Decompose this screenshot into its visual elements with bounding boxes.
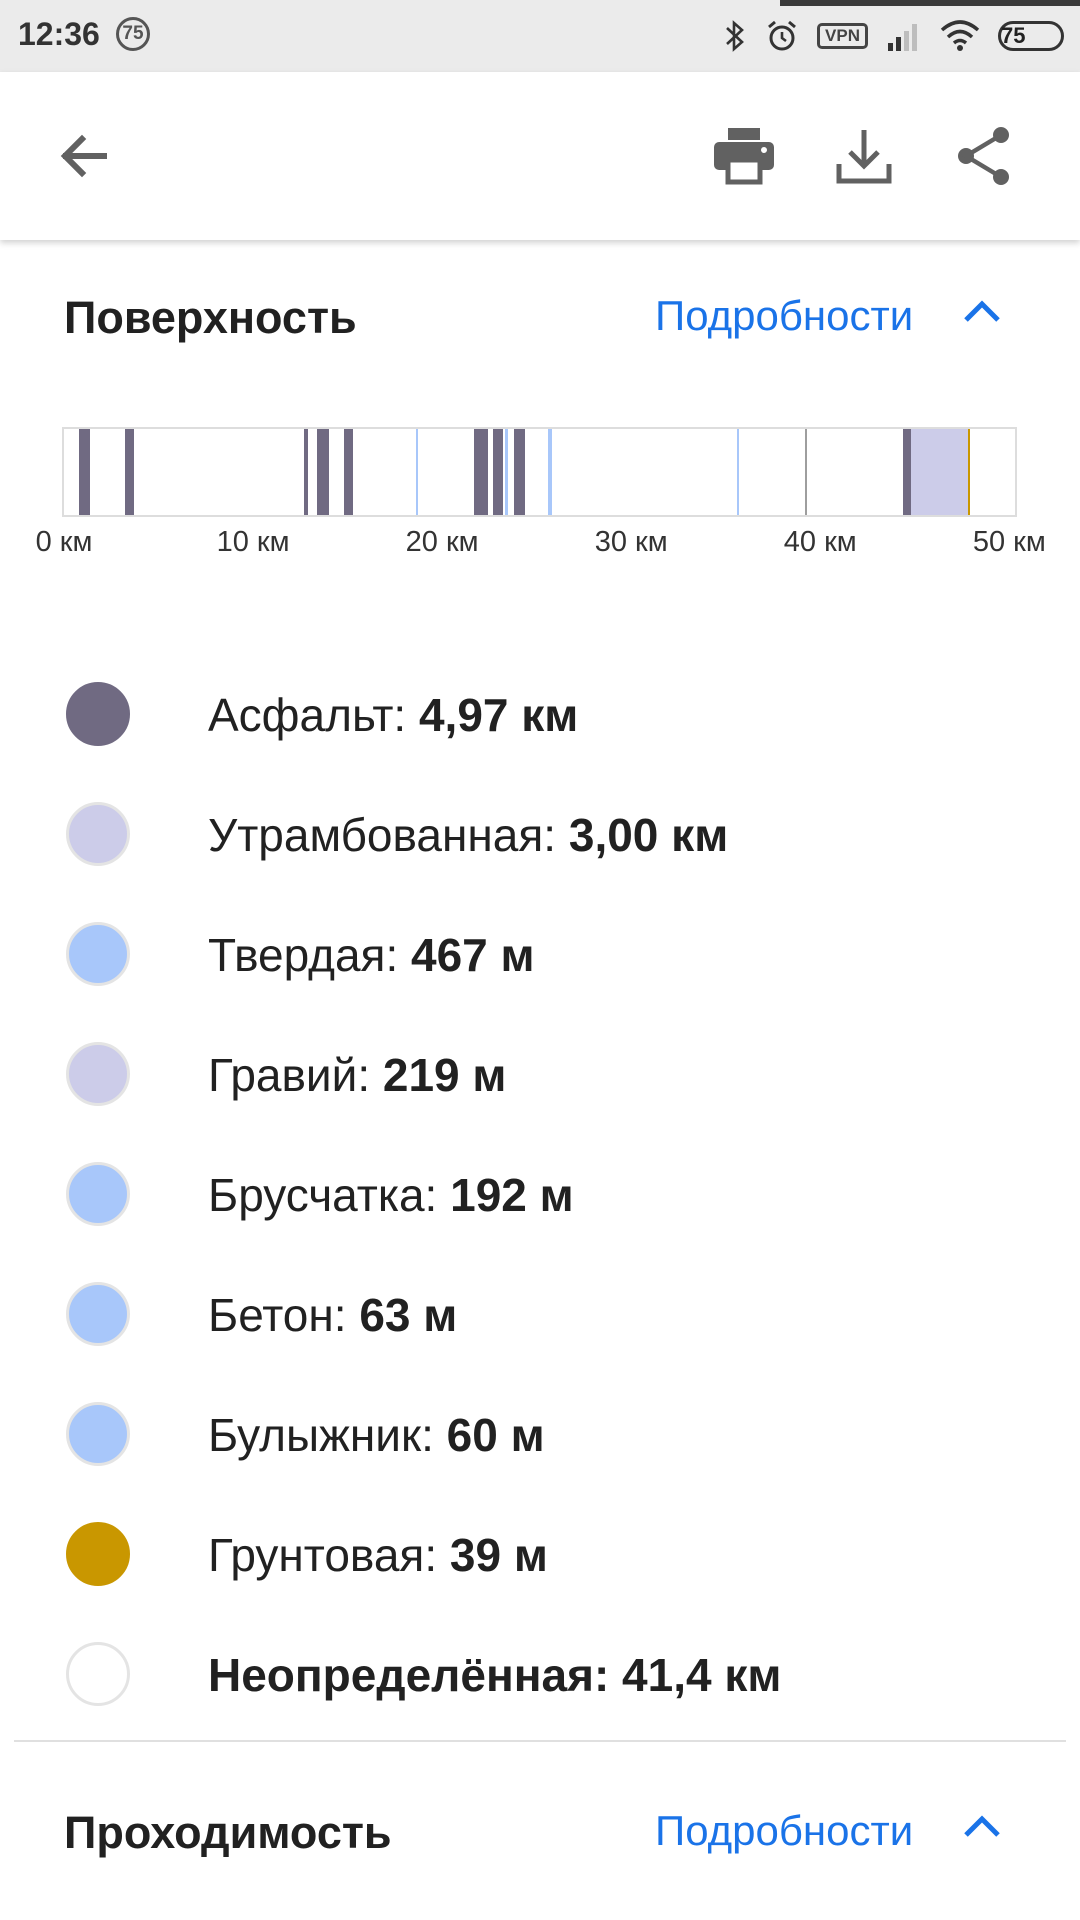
legend-value: 39 м (449, 1529, 548, 1581)
legend-color-dot (66, 1042, 130, 1106)
legend-item: Твердая: 467 м (0, 890, 1080, 1010)
share-icon (958, 127, 1009, 185)
legend-label: Утрамбованная: (208, 809, 557, 861)
surface-segment (967, 429, 970, 515)
share-button[interactable] (940, 112, 1028, 200)
legend-text: Гравий: 219 м (208, 1048, 506, 1102)
legend-value: 192 м (450, 1169, 574, 1221)
legend-text: Бетон: 63 м (208, 1288, 457, 1342)
surface-segment (474, 429, 488, 515)
legend-label: Гравий: (208, 1049, 371, 1101)
surface-segment (317, 429, 329, 515)
surface-segment (513, 429, 526, 515)
legend-color-dot (66, 682, 130, 746)
surface-segment (805, 429, 808, 515)
legend-label: Грунтовая: (208, 1529, 438, 1581)
surface-details-link[interactable]: Подробности (655, 292, 914, 339)
legend-value: 63 м (359, 1289, 458, 1341)
legend-label: Брусчатка: (208, 1169, 438, 1221)
print-button[interactable] (700, 112, 788, 200)
notification-count-badge: 75 (116, 17, 150, 51)
axis-tick-label: 0 км (35, 526, 93, 558)
back-button[interactable] (40, 112, 128, 200)
surface-segment (493, 429, 503, 515)
signal-icon (886, 21, 922, 51)
bluetooth-icon (723, 19, 747, 53)
legend-item: Утрамбованная: 3,00 км (0, 770, 1080, 890)
surface-segment (415, 429, 418, 515)
surface-segment (504, 429, 509, 515)
legend-value: 467 м (411, 929, 535, 981)
chevron-up-icon[interactable] (958, 288, 1006, 336)
surface-segment (124, 429, 134, 515)
status-time: 12:36 (18, 16, 100, 52)
legend-item: Гравий: 219 м (0, 1010, 1080, 1130)
status-bar-indicator (780, 0, 1080, 6)
legend-color-dot (66, 1402, 130, 1466)
legend-label: Неопределённая: (208, 1649, 610, 1701)
surface-segment (548, 429, 552, 515)
surface-segment (79, 429, 91, 515)
axis-tick-label: 30 км (594, 526, 668, 558)
section-divider (14, 1740, 1066, 1742)
surface-segment (304, 429, 308, 515)
legend-item: Грунтовая: 39 м (0, 1490, 1080, 1610)
legend-value: 219 м (382, 1049, 507, 1101)
app-toolbar (0, 72, 1080, 240)
legend-color-dot (66, 802, 130, 866)
legend-label: Бетон: (208, 1289, 347, 1341)
print-icon (714, 128, 774, 185)
distance-axis: 0 км 10 км 20 км 30 км 40 км 50 км (0, 520, 1080, 560)
legend-item: Асфальт: 4,97 км (0, 650, 1080, 770)
legend-value: 41,4 км (622, 1649, 782, 1701)
legend-text: Булыжник: 60 м (208, 1408, 545, 1462)
vpn-icon: VPN (817, 23, 868, 49)
axis-tick-label: 50 км (972, 526, 1046, 558)
legend-text: Асфальт: 4,97 км (208, 688, 578, 742)
download-button[interactable] (820, 112, 908, 200)
legend-value: 4,97 км (418, 689, 579, 741)
legend-text: Грунтовая: 39 м (208, 1528, 548, 1582)
legend-color-dot (66, 1522, 130, 1586)
legend-text: Брусчатка: 192 м (208, 1168, 574, 1222)
legend-color-dot (66, 1642, 130, 1706)
status-bar: 12:36 75 VPN 75 (0, 0, 1080, 72)
legend-item: Неопределённая: 41,4 км (0, 1610, 1080, 1730)
passability-section-title: Проходимость (64, 1807, 392, 1858)
surface-segment (737, 429, 740, 515)
axis-tick-label: 40 км (783, 526, 857, 558)
legend-label: Булыжник: (208, 1409, 434, 1461)
passability-section-header: Проходимость Подробности (0, 1785, 1080, 1875)
legend-item: Бетон: 63 м (0, 1250, 1080, 1370)
legend-label: Твердая: (208, 929, 399, 981)
legend-text: Утрамбованная: 3,00 км (208, 808, 728, 862)
status-icons: VPN 75 (723, 14, 1064, 58)
legend-value: 60 м (446, 1409, 545, 1461)
battery-icon: 75 (998, 21, 1064, 51)
legend-text: Неопределённая: 41,4 км (208, 1648, 781, 1702)
surface-segment (343, 429, 354, 515)
surface-section-title: Поверхность (64, 292, 357, 343)
legend-color-dot (66, 922, 130, 986)
surface-segment (911, 429, 968, 515)
legend-item: Брусчатка: 192 м (0, 1130, 1080, 1250)
passability-details-link[interactable]: Подробности (655, 1807, 914, 1854)
surface-segment (903, 429, 911, 515)
surface-section-header: Поверхность Подробности (0, 270, 1080, 360)
surface-distribution-bar (62, 427, 1017, 517)
axis-tick-label: 20 км (405, 526, 479, 558)
legend-color-dot (66, 1282, 130, 1346)
legend-value: 3,00 км (568, 809, 729, 861)
legend-label: Асфальт: (208, 689, 407, 741)
wifi-icon (940, 20, 980, 52)
axis-tick-label: 10 км (216, 526, 290, 558)
chevron-up-icon[interactable] (958, 1803, 1006, 1851)
legend-text: Твердая: 467 м (208, 928, 535, 982)
legend-item: Булыжник: 60 м (0, 1370, 1080, 1490)
legend-color-dot (66, 1162, 130, 1226)
back-arrow-icon (60, 134, 107, 178)
download-icon (836, 130, 892, 184)
alarm-icon (765, 19, 799, 53)
